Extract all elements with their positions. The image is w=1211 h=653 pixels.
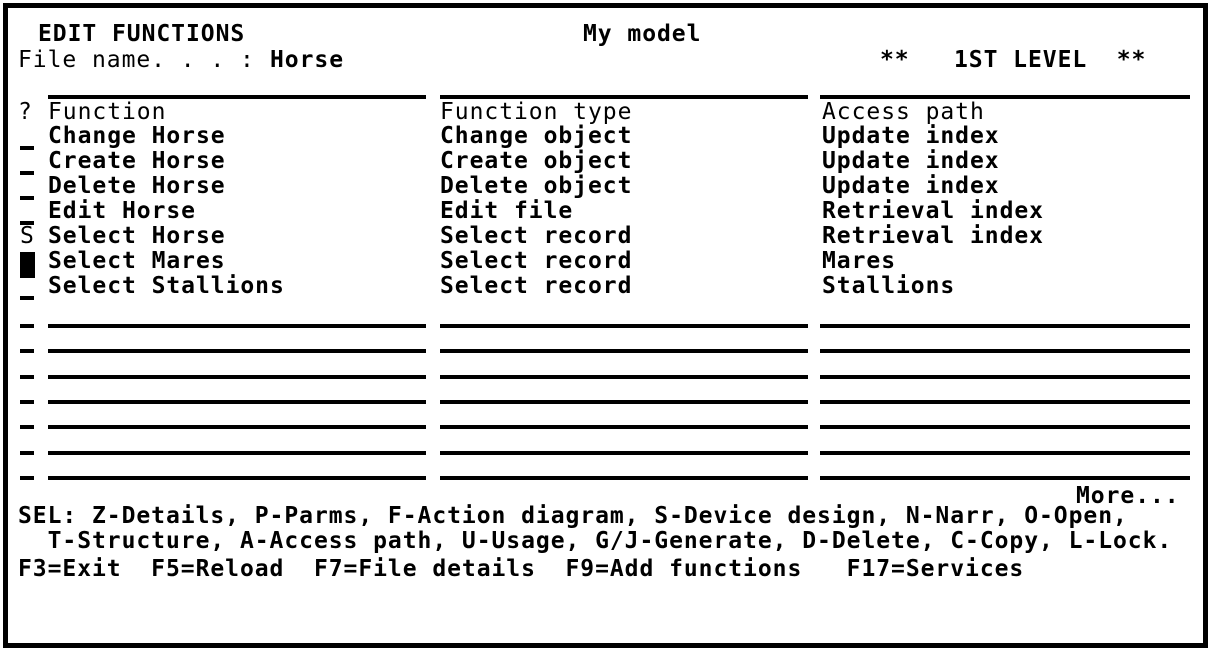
- access-path-cell: Stallions: [822, 273, 956, 299]
- function-type-cell: Edit file: [440, 198, 574, 224]
- function-type-cell: Select record: [440, 273, 633, 299]
- access-path-cell: Update index: [822, 123, 1000, 149]
- screen-title: EDIT FUNCTIONS: [38, 21, 246, 47]
- file-name-value: Horse: [270, 47, 344, 73]
- function-name-cell: Select Mares: [48, 248, 226, 274]
- selection-input[interactable]: [20, 375, 34, 379]
- selection-input[interactable]: [20, 451, 34, 455]
- function-type-cell: Delete object: [440, 173, 633, 199]
- function-name-cell: Edit Horse: [48, 198, 196, 224]
- selection-input[interactable]: [20, 476, 34, 480]
- function-name-field-line[interactable]: [48, 400, 426, 404]
- selection-input[interactable]: [20, 324, 34, 328]
- function-type-cell: Create object: [440, 148, 633, 174]
- function-name-cell: Change Horse: [48, 123, 226, 149]
- function-name-cell: Create Horse: [48, 148, 226, 174]
- function-name-field-line[interactable]: [48, 476, 426, 480]
- sel-options-line-2: T-Structure, A-Access path, U-Usage, G/J…: [18, 528, 1173, 554]
- access-path-field-line[interactable]: [820, 400, 1190, 404]
- access-path-field-line[interactable]: [820, 451, 1190, 455]
- access-path-field-line[interactable]: [820, 324, 1190, 328]
- function-name-field-line[interactable]: [48, 349, 426, 353]
- access-path-field-line[interactable]: [820, 425, 1190, 429]
- access-path-cell: Mares: [822, 248, 896, 274]
- column-header-function-type: Function type: [440, 99, 633, 125]
- function-type-field-line[interactable]: [440, 476, 808, 480]
- selection-input[interactable]: [20, 349, 34, 353]
- sel-options-line-1: SEL: Z-Details, P-Parms, F-Action diagra…: [18, 503, 1128, 529]
- column-rule-access-path: [820, 95, 1190, 99]
- access-path-field-line[interactable]: [820, 375, 1190, 379]
- selection-input[interactable]: [20, 296, 34, 300]
- level-indicator: ** 1ST LEVEL **: [880, 47, 1147, 73]
- function-type-field-line[interactable]: [440, 324, 808, 328]
- selection-input[interactable]: [20, 196, 34, 200]
- column-header-function: Function: [48, 99, 167, 125]
- function-name-cell: Select Horse: [48, 223, 226, 249]
- access-path-field-line[interactable]: [820, 476, 1190, 480]
- function-key-bar: F3=Exit F5=Reload F7=File details F9=Add…: [18, 556, 1025, 582]
- text-cursor[interactable]: [20, 252, 35, 278]
- more-indicator: More...: [1076, 483, 1180, 509]
- function-name-field-line[interactable]: [48, 451, 426, 455]
- function-name-cell: Delete Horse: [48, 173, 226, 199]
- function-type-field-line[interactable]: [440, 375, 808, 379]
- function-type-field-line[interactable]: [440, 451, 808, 455]
- file-name-label: File name. . . :: [18, 47, 255, 73]
- selection-input[interactable]: [20, 221, 34, 225]
- column-rule-function: [48, 95, 426, 99]
- function-type-field-line[interactable]: [440, 400, 808, 404]
- access-path-field-line[interactable]: [820, 349, 1190, 353]
- screen-border: [3, 3, 1208, 648]
- function-type-cell: Select record: [440, 248, 633, 274]
- selection-input[interactable]: [20, 171, 34, 175]
- access-path-cell: Update index: [822, 173, 1000, 199]
- function-type-cell: Change object: [440, 123, 633, 149]
- access-path-cell: Update index: [822, 148, 1000, 174]
- function-name-cell: Select Stallions: [48, 273, 285, 299]
- access-path-cell: Retrieval index: [822, 223, 1044, 249]
- function-type-field-line[interactable]: [440, 349, 808, 353]
- column-rule-function-type: [440, 95, 808, 99]
- function-type-field-line[interactable]: [440, 425, 808, 429]
- selection-input[interactable]: S: [20, 223, 35, 249]
- model-name: My model: [583, 21, 702, 47]
- selection-input[interactable]: [20, 425, 34, 429]
- function-name-field-line[interactable]: [48, 324, 426, 328]
- function-name-field-line[interactable]: [48, 375, 426, 379]
- column-header-access-path: Access path: [822, 99, 985, 125]
- selection-input[interactable]: [20, 146, 34, 150]
- function-type-cell: Select record: [440, 223, 633, 249]
- selection-column-header: ?: [18, 99, 33, 125]
- selection-input[interactable]: [20, 400, 34, 404]
- access-path-cell: Retrieval index: [822, 198, 1044, 224]
- function-name-field-line[interactable]: [48, 425, 426, 429]
